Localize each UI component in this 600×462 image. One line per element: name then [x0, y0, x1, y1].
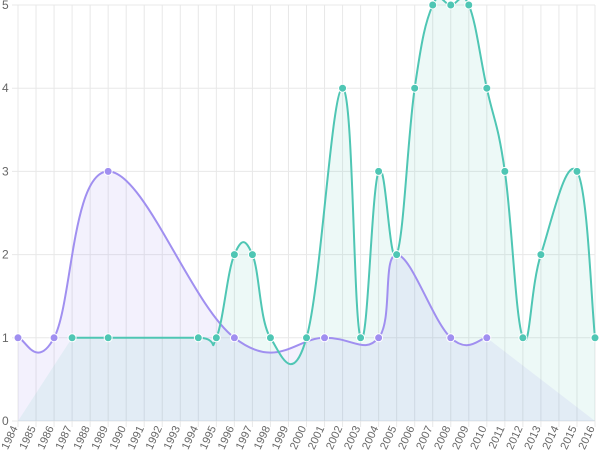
series-0-point[interactable] [446, 333, 456, 343]
series-1-point[interactable] [193, 333, 203, 343]
series-1-point[interactable] [428, 0, 438, 10]
series-1-point[interactable] [211, 333, 221, 343]
series-1-point[interactable] [410, 83, 420, 93]
series-0-line [17, 170, 488, 354]
area-fills [18, 0, 595, 421]
y-axis-ticks: 0 1 2 3 4 5 [2, 0, 9, 428]
series-0-point[interactable] [482, 333, 492, 343]
x-axis-ticks: 1984198519861987198819891990199119921993… [0, 424, 598, 451]
series-1-point[interactable] [67, 333, 77, 343]
y-tick-label: 3 [2, 164, 9, 178]
series-0-point[interactable] [49, 333, 59, 343]
series-1-point[interactable] [265, 333, 275, 343]
series-0-point[interactable] [13, 333, 23, 343]
grid-lines [12, 4, 596, 427]
series-1-point[interactable] [572, 166, 582, 176]
series-0-point[interactable] [229, 333, 239, 343]
y-tick-label: 4 [2, 81, 9, 95]
y-tick-label: 2 [2, 248, 9, 262]
series-0-point[interactable] [320, 333, 330, 343]
series-1-point[interactable] [446, 0, 456, 10]
series-1-area [18, 0, 595, 421]
series-1-point[interactable] [302, 333, 311, 343]
series-1-point[interactable] [518, 333, 528, 343]
series-1-point[interactable] [536, 250, 546, 260]
series-1-point[interactable] [392, 250, 402, 260]
series-1-point[interactable] [103, 333, 113, 343]
data-points [13, 0, 600, 343]
series-1-point[interactable] [247, 250, 257, 260]
series-1-point[interactable] [482, 83, 492, 93]
series-1-point[interactable] [464, 0, 474, 10]
series-1-point[interactable] [229, 250, 239, 260]
series-1-point[interactable] [338, 83, 348, 93]
series-1-point[interactable] [590, 333, 600, 343]
x-tick-label: 2016 [576, 424, 597, 451]
series-1-point[interactable] [356, 333, 366, 343]
series-0-point[interactable] [103, 166, 113, 176]
series-1-point[interactable] [500, 166, 510, 176]
x-tick-label: 2010 [468, 424, 489, 451]
y-tick-label: 0 [2, 414, 9, 428]
y-tick-label: 5 [2, 0, 9, 12]
series-0-area [18, 171, 595, 421]
series-1-line [72, 0, 596, 366]
y-tick-label: 1 [2, 331, 9, 345]
series-lines [17, 0, 596, 366]
series-0-point[interactable] [374, 333, 384, 343]
series-1-point[interactable] [374, 166, 384, 176]
